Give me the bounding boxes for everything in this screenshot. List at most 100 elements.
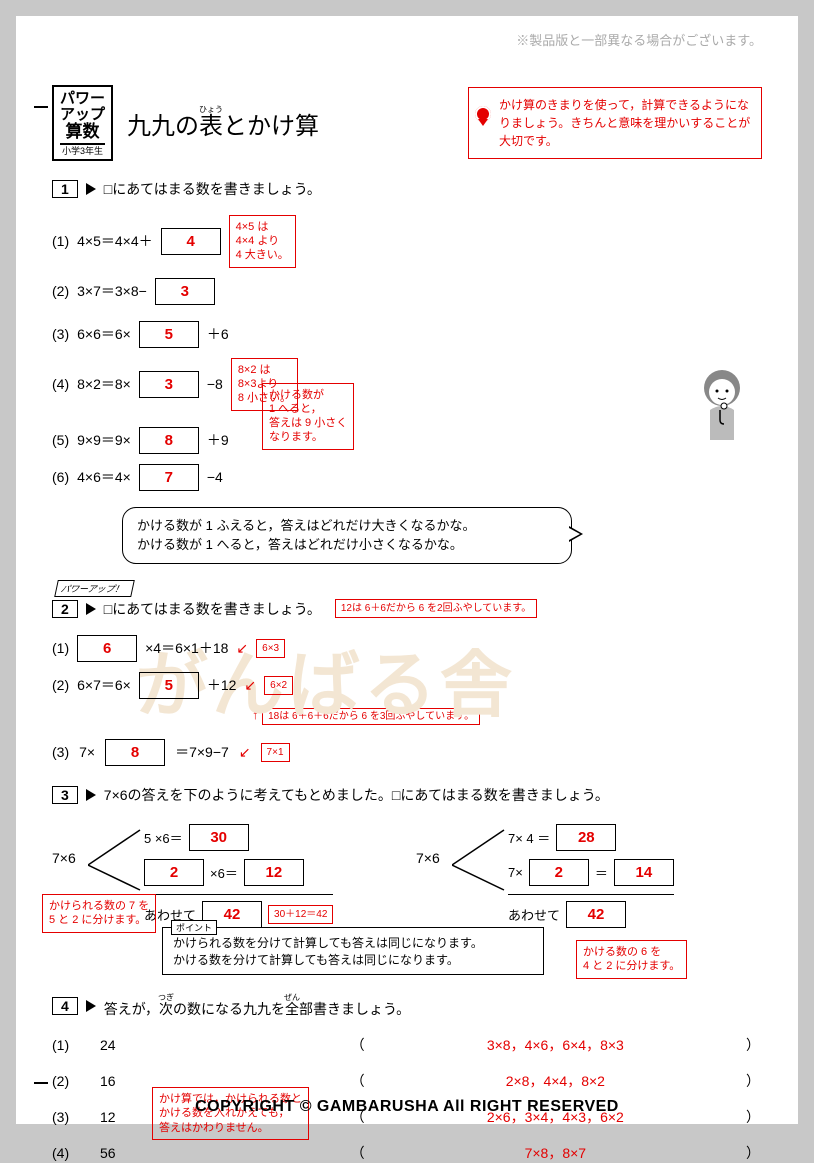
speech-bubble: かける数が 1 ふえると，答えはどれだけ大きくなるかな。 かける数が 1 へると… — [122, 507, 572, 564]
prob-index: (2) — [52, 283, 69, 299]
expression: ＝ — [595, 863, 608, 882]
section-header-2: 2 □にあてはまる数を書きましょう。 12は 6＋6だから 6 を2回ふやしてい… — [52, 599, 762, 619]
answer-box: 5 — [139, 672, 199, 699]
hint-box: かける数が 1 へると， 答えは 9 小さく なります。 — [262, 383, 354, 450]
section-instruction: 答えが，次つぎの数になる九九を全ぜん部書きましょう。 — [104, 993, 410, 1019]
expression: ＋12 — [207, 675, 237, 695]
prob-index: (4) — [52, 1145, 92, 1161]
problems-1: (1) 4×5＝4×4＋ 4 4×5 は 4×4 より 4 大きい。 (2) 3… — [52, 215, 762, 564]
answer-text: 7×8，8×7 — [375, 1143, 736, 1163]
paren: （ — [349, 1035, 367, 1055]
section-number: 4 — [52, 997, 78, 1015]
paren: ） — [744, 1035, 762, 1055]
section-instruction: 7×6の答えを下のように考えてもとめました。□にあてはまる数を書きましょう。 — [104, 784, 609, 806]
answer-box: 6 — [77, 635, 137, 662]
paren: ） — [744, 1071, 762, 1091]
answer-box: 14 — [614, 859, 674, 886]
expression: 4×6＝4× — [77, 467, 131, 487]
page-title: 九九の表ひょうとかけ算 — [127, 113, 319, 140]
paren: ） — [744, 1143, 762, 1163]
rosette-icon — [475, 106, 491, 122]
logo-text: アップ — [60, 107, 105, 123]
answer-box: 2 — [529, 859, 589, 886]
header-row: パワー アップ 算数 小学3年生 九九の表ひょうとかけ算 かけ算のきまりを使って… — [52, 85, 762, 161]
hint-box: 6×3 — [256, 639, 285, 658]
answer-box: 3 — [139, 371, 199, 398]
pointer-icon: ↙ — [244, 677, 256, 694]
section-header-3: 3 7×6の答えを下のように考えてもとめました。□にあてはまる数を書きましょう。 — [52, 784, 762, 806]
prob-index: (3) — [52, 326, 69, 342]
answer-box: 3 — [155, 278, 215, 305]
answer-box: 8 — [139, 427, 199, 454]
copyright: COPYRIGHT © GAMBARUSHA All RIGHT RESERVE… — [16, 1098, 798, 1116]
prob-index: (3) — [52, 744, 69, 760]
hint-box: 12は 6＋6だから 6 を2回ふやしています。 — [335, 599, 537, 618]
outer-frame: ※製品版と一部異なる場合がございます。 がんばる舎 パワー アップ 算数 小学3… — [0, 0, 814, 1140]
split-diagram: 7×6 5 ×6＝30 2×6＝12 あわせて4230＋12＝42 かけられる数… — [52, 820, 762, 913]
paren: （ — [349, 1071, 367, 1091]
prob-index: (5) — [52, 432, 69, 448]
answer-box: 4 — [161, 228, 221, 255]
arrow-icon — [86, 603, 96, 615]
hint-box: かける数の 6 を 4 と 2 に分けます。 — [576, 940, 687, 979]
arrow-icon — [86, 183, 96, 195]
target-value: 56 — [100, 1145, 152, 1161]
section-number: 3 — [52, 786, 78, 804]
expression: 4×5＝4×4＋ — [77, 231, 153, 251]
point-box: ポイント かけられる数を分けて計算しても答えは同じになります。 かける数を分けて… — [162, 927, 544, 975]
expression: 7× 4 ＝ — [508, 828, 550, 847]
logo-sub: 小学3年生 — [60, 143, 105, 156]
hint-box: 6×2 — [264, 676, 293, 695]
point-label: ポイント — [171, 920, 217, 935]
expression: 9×9＝9× — [77, 430, 131, 450]
logo-text: 算数 — [60, 123, 105, 141]
point-text: かけられる数を分けて計算しても答えは同じになります。 かける数を分けて計算しても… — [173, 936, 483, 967]
prob-index: (1) — [52, 233, 69, 249]
section-number: 1 — [52, 180, 78, 198]
answer-box: 28 — [556, 824, 616, 851]
target-value: 24 — [100, 1037, 152, 1053]
label: あわせて — [508, 905, 560, 924]
prob-index: (2) — [52, 677, 69, 693]
title-wrap: 九九の表ひょうとかけ算 — [127, 105, 454, 141]
arrow-icon — [86, 1000, 96, 1012]
crop-mark — [34, 106, 48, 108]
expression: ＝7×9−7 — [175, 742, 229, 762]
prob-index: (6) — [52, 469, 69, 485]
logo-text: パワー — [60, 91, 105, 107]
sample-notice: ※製品版と一部異なる場合がございます。 — [52, 30, 762, 49]
section-number: 2 — [52, 600, 78, 618]
prob-index: (1) — [52, 640, 69, 656]
target-value: 16 — [100, 1073, 152, 1089]
pointer-icon: ↙ — [239, 744, 251, 761]
answer-box: 12 — [244, 859, 304, 886]
answer-box: 7 — [139, 464, 199, 491]
expression: ×6＝ — [210, 863, 238, 882]
answer-box: 30 — [189, 824, 249, 851]
girl-icon — [690, 366, 754, 444]
pointer-icon: ↙ — [236, 640, 248, 657]
expression: ＋6 — [207, 324, 229, 344]
expression: ×4＝6×1＋18 — [145, 638, 228, 658]
hint-box: 30＋12＝42 — [268, 905, 333, 924]
expression: 6×7＝6× — [77, 675, 131, 695]
expression: ＋9 — [207, 430, 229, 450]
paren: （ — [349, 1143, 367, 1163]
goal-box: かけ算のきまりを使って，計算できるようになりましょう。きちんと意味を理かいするこ… — [468, 87, 762, 159]
hint-box: 7×1 — [261, 743, 290, 762]
answer-text: 3×8，4×6，6×4，8×3 — [375, 1035, 736, 1055]
answer-box: 5 — [139, 321, 199, 348]
prob-index: (1) — [52, 1037, 92, 1053]
expression: 3×7＝3×8− — [77, 281, 147, 301]
expression: 8×2＝8× — [77, 374, 131, 394]
crop-mark — [34, 1082, 48, 1084]
section-instruction: □にあてはまる数を書きましょう。 — [104, 179, 321, 199]
prob-index: (4) — [52, 376, 69, 392]
section-instruction: □にあてはまる数を書きましょう。 — [104, 599, 321, 619]
powerup-badge: パワーアップ！ — [54, 580, 134, 597]
arrow-icon — [86, 789, 96, 801]
expression: 7× — [508, 865, 523, 880]
expression: 5 ×6＝ — [144, 828, 183, 847]
answer-box: 42 — [566, 901, 626, 928]
expression: −4 — [207, 469, 223, 485]
